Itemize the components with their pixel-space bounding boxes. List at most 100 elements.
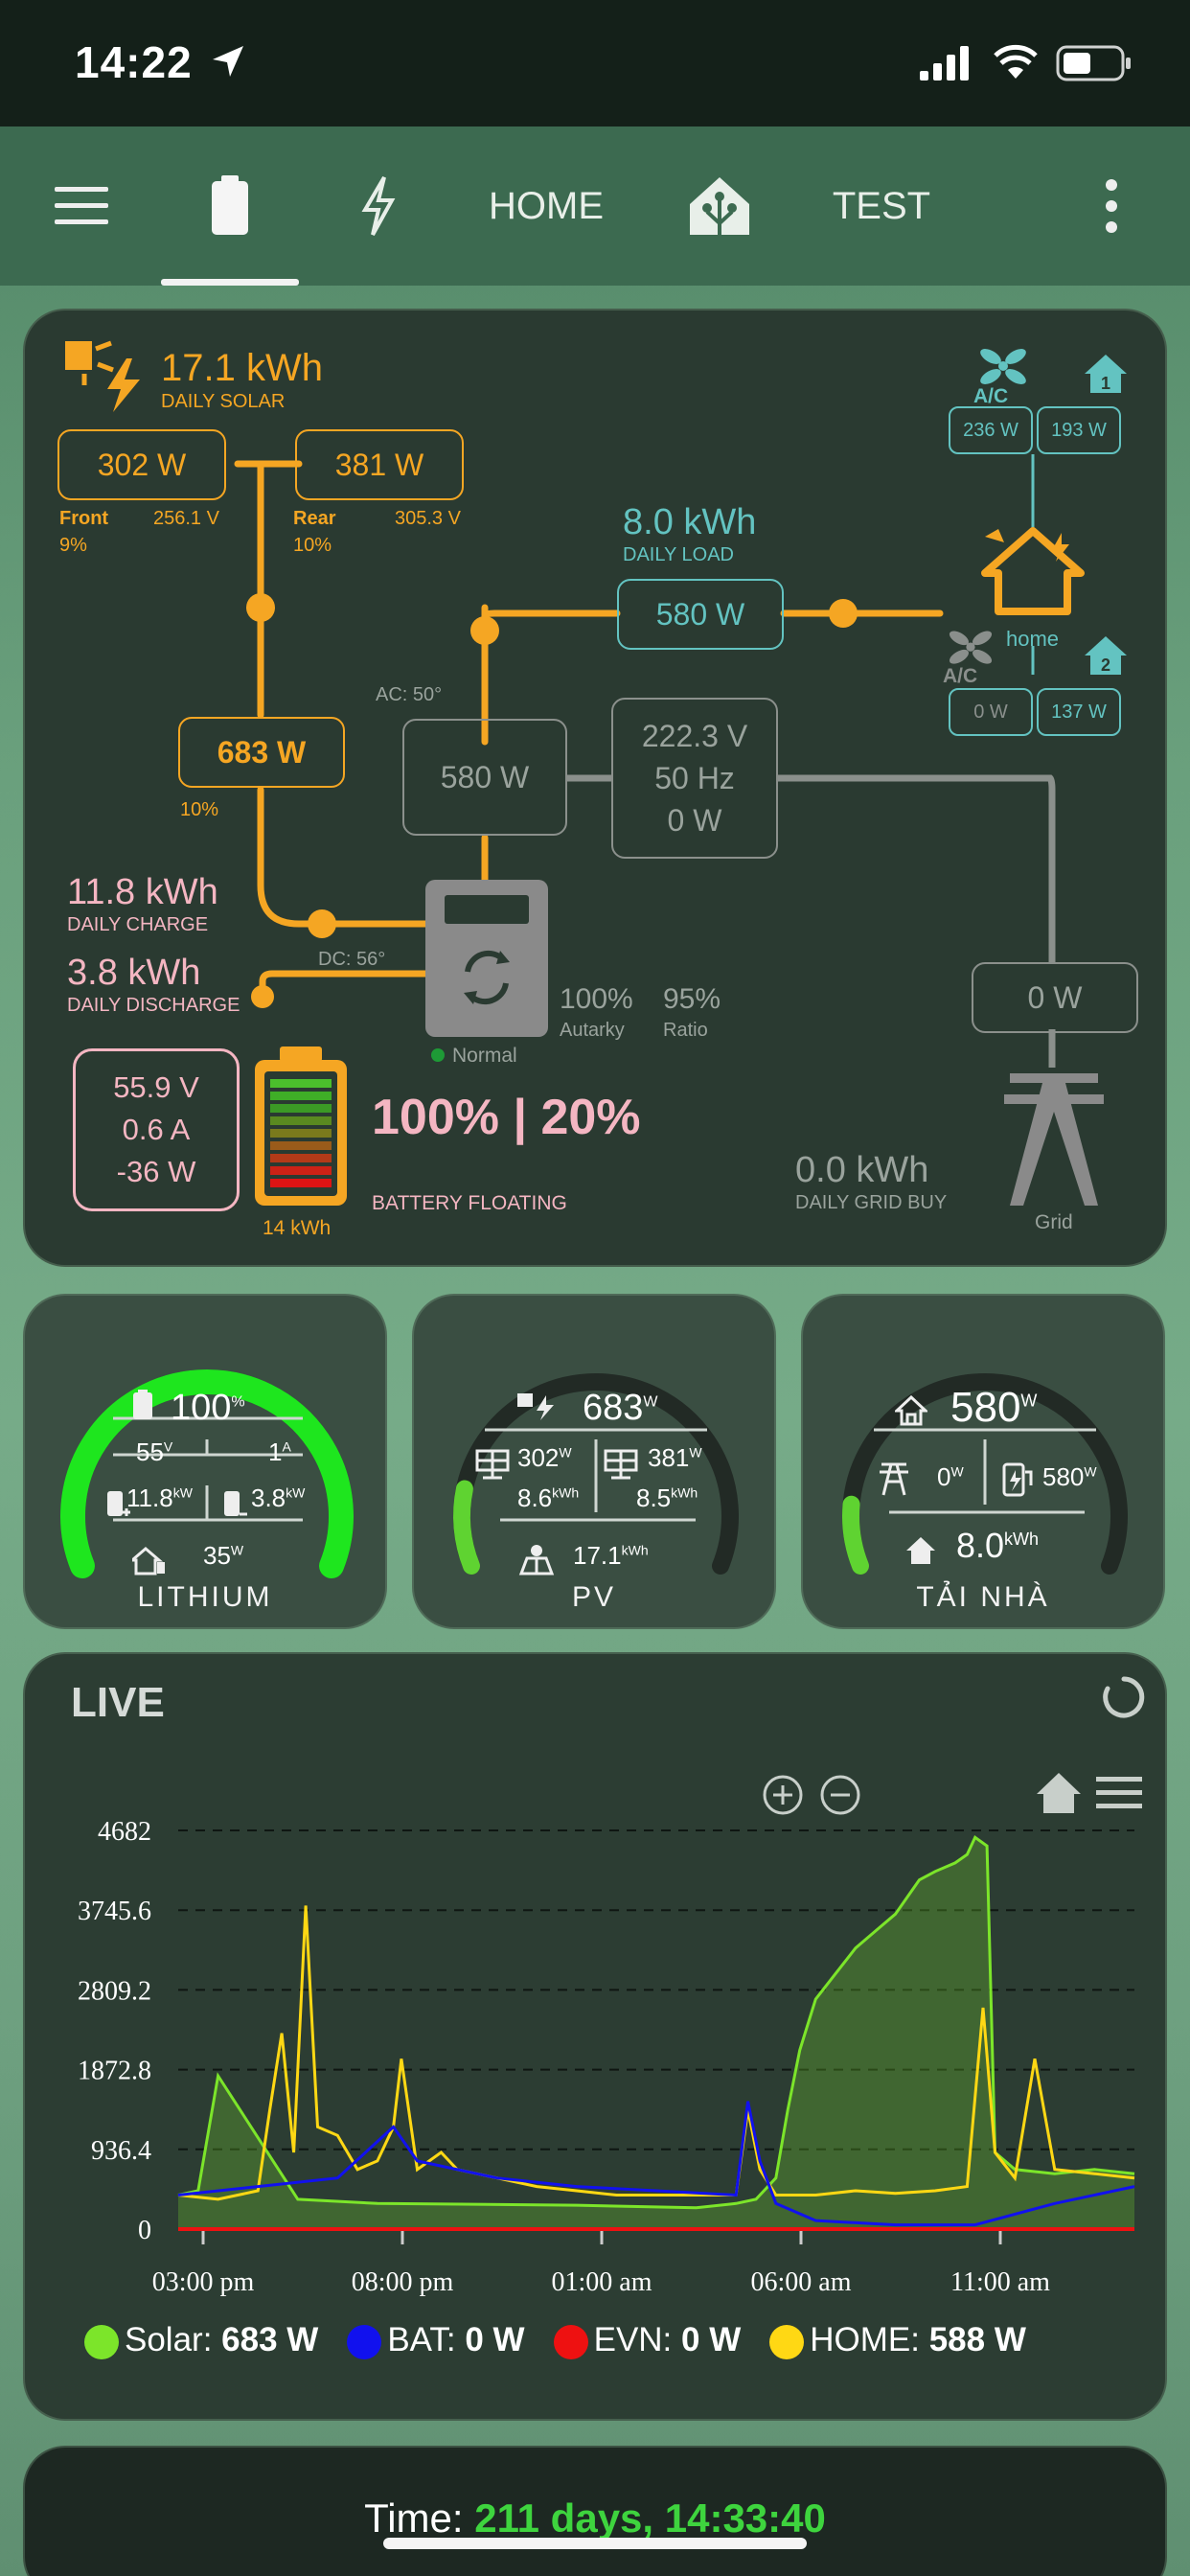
tab-battery[interactable] xyxy=(161,126,299,286)
y-tick-label: 1872.8 xyxy=(78,2057,151,2086)
inverter-small-icon xyxy=(1002,1462,1033,1497)
load1-power[interactable]: 193 W xyxy=(1037,406,1121,454)
uptime-card: Time: 211 days, 14:33:40 xyxy=(23,2446,1167,2576)
signal-icon xyxy=(920,46,969,80)
ac-top-power[interactable]: 236 W xyxy=(949,406,1033,454)
live-chart-card[interactable]: LIVE xyxy=(23,1652,1167,2421)
tab-power[interactable] xyxy=(335,126,422,286)
legend-dot xyxy=(347,2324,382,2359)
more-options-button[interactable] xyxy=(1083,126,1140,286)
legend-name: BAT: xyxy=(387,2321,466,2358)
battery-level-icon[interactable] xyxy=(251,1046,351,1209)
daily-charge-label: DAILY CHARGE xyxy=(67,914,209,935)
lithium-current: 1A xyxy=(268,1438,291,1466)
reset-zoom-home-icon[interactable] xyxy=(1035,1771,1083,1815)
power-tower-icon xyxy=(1004,1073,1104,1206)
zoom-in-icon[interactable] xyxy=(761,1773,805,1817)
x-tick-label: 03:00 pm xyxy=(152,2267,255,2297)
lithium-gauge xyxy=(60,1369,354,1578)
inverter-grid-power: 0 W xyxy=(667,803,722,838)
battery-discharge-icon xyxy=(224,1491,247,1516)
status-dot xyxy=(431,1048,445,1062)
solar-power-icon xyxy=(517,1393,554,1420)
x-tick-label: 06:00 am xyxy=(751,2267,852,2297)
legend-value: 588 W xyxy=(928,2321,1026,2358)
daily-load-label: DAILY LOAD xyxy=(623,544,734,565)
legend-item[interactable]: Solar: 683 W xyxy=(84,2321,318,2359)
lightning-icon xyxy=(361,175,396,236)
legend-value: 0 W xyxy=(681,2321,742,2358)
pv2-power: 381W xyxy=(648,1443,702,1472)
legend-dot xyxy=(553,2324,588,2359)
inverter-ac-power[interactable]: 580 W xyxy=(402,719,567,836)
legend-name: HOME: xyxy=(810,2321,929,2358)
solar-panel-icon xyxy=(604,1449,638,1480)
pv1-energy: 8.6kWh xyxy=(517,1484,580,1512)
battery-stats[interactable]: 55.9 V 0.6 A -36 W xyxy=(73,1048,240,1211)
battery-status-icon xyxy=(1056,45,1131,81)
menu-button[interactable] xyxy=(38,126,125,286)
ratio-label: Ratio xyxy=(663,1020,708,1041)
daily-discharge-label: DAILY DISCHARGE xyxy=(67,995,240,1016)
y-tick-label: 0 xyxy=(138,2216,151,2245)
daily-solar-value: 17.1 kWh xyxy=(161,347,323,389)
battery-state: BATTERY FLOATING xyxy=(372,1192,567,1214)
pv-daily: 17.1kWh xyxy=(573,1541,649,1570)
live-chart[interactable]: 4682 3745.6 2809.2 1872.8 936.4 0 03:00 pm 08:… xyxy=(23,1652,1167,2323)
battery-voltage: 55.9 V xyxy=(113,1070,199,1104)
loading-spinner-icon xyxy=(1103,1676,1145,1718)
autarky-label: Autarky xyxy=(560,1020,625,1041)
load-power[interactable]: 580 W xyxy=(617,579,784,650)
x-tick-label: 08:00 pm xyxy=(352,2267,454,2297)
load2-power[interactable]: 137 W xyxy=(1037,688,1121,736)
y-tick-label: 936.4 xyxy=(91,2136,151,2166)
ac-bottom-power[interactable]: 0 W xyxy=(949,688,1033,736)
home-load-gauge-card[interactable]: 580W 0W 580W 8.0kWh TẢI NHÀ xyxy=(801,1294,1165,1629)
legend-value: 683 W xyxy=(221,2321,319,2358)
legend-item[interactable]: BAT: 0 W xyxy=(347,2321,525,2359)
chart-menu-icon[interactable] xyxy=(1096,1775,1142,1811)
pv1-power: 302W xyxy=(517,1443,572,1472)
tab-home[interactable]: HOME xyxy=(489,184,604,227)
lithium-gauge-card[interactable]: 100% 55V 1A 11.8kW 3.8kW 35W LITHIUM xyxy=(23,1294,387,1629)
grid-power[interactable]: 0 W xyxy=(972,962,1138,1033)
lithium-label: LITHIUM xyxy=(137,1581,273,1613)
grid-tower-icon xyxy=(880,1462,908,1496)
legend-item[interactable]: EVN: 0 W xyxy=(553,2321,742,2359)
svg-text:2: 2 xyxy=(1101,656,1110,675)
energy-flow-card[interactable]: 17.1 kWh DAILY SOLAR 302 W 381 W Front 2… xyxy=(23,309,1167,1267)
inverter-stats[interactable]: 222.3 V 50 Hz 0 W xyxy=(611,698,778,859)
home-label: home xyxy=(1006,627,1060,651)
pv-rear-power[interactable]: 381 W xyxy=(295,429,464,500)
battery-soc: 100% | 20% xyxy=(372,1090,641,1145)
pv-gauge xyxy=(453,1373,739,1575)
chart-legend: Solar: 683 W BAT: 0 W EVN: 0 W HOME: 588 W xyxy=(84,2321,1026,2359)
pv-front-pct: 9% xyxy=(59,535,87,556)
pv-rear-voltage: 305.3 V xyxy=(395,508,461,529)
inverter-status: Normal xyxy=(452,1045,517,1067)
pv-total-power[interactable]: 683 W xyxy=(178,717,345,788)
pv-front-power[interactable]: 302 W xyxy=(57,429,226,500)
home-icon xyxy=(895,1395,927,1426)
pv-gauge-card[interactable]: 683W 302W 381W 8.6kWh 8.5kWh 17.1kWh PV xyxy=(412,1294,776,1629)
pv-label: PV xyxy=(571,1581,617,1613)
zoom-out-icon[interactable] xyxy=(818,1773,862,1817)
battery-icon xyxy=(212,175,248,235)
daily-charge-value: 11.8 kWh xyxy=(67,872,218,912)
pv-front-name: Front xyxy=(59,508,109,529)
home-daily-icon xyxy=(906,1537,935,1564)
pv-total-pct: 10% xyxy=(180,799,219,820)
uptime-text: Time: 211 days, 14:33:40 xyxy=(25,2496,1165,2542)
ratio-value: 95% xyxy=(663,983,721,1015)
home-icon[interactable] xyxy=(981,527,1085,615)
solar-sun-icon xyxy=(65,340,140,412)
legend-dot xyxy=(769,2324,805,2359)
legend-item[interactable]: HOME: 588 W xyxy=(769,2321,1026,2359)
inverter-icon[interactable] xyxy=(425,880,548,1037)
lithium-soc: 100% xyxy=(171,1388,245,1428)
lithium-charge: 11.8kW xyxy=(126,1484,193,1512)
tab-test[interactable]: TEST xyxy=(832,184,931,227)
tab-home-assistant[interactable] xyxy=(678,126,761,286)
series-line-bat xyxy=(177,2101,1135,2227)
x-tick-label: 01:00 am xyxy=(552,2267,652,2297)
